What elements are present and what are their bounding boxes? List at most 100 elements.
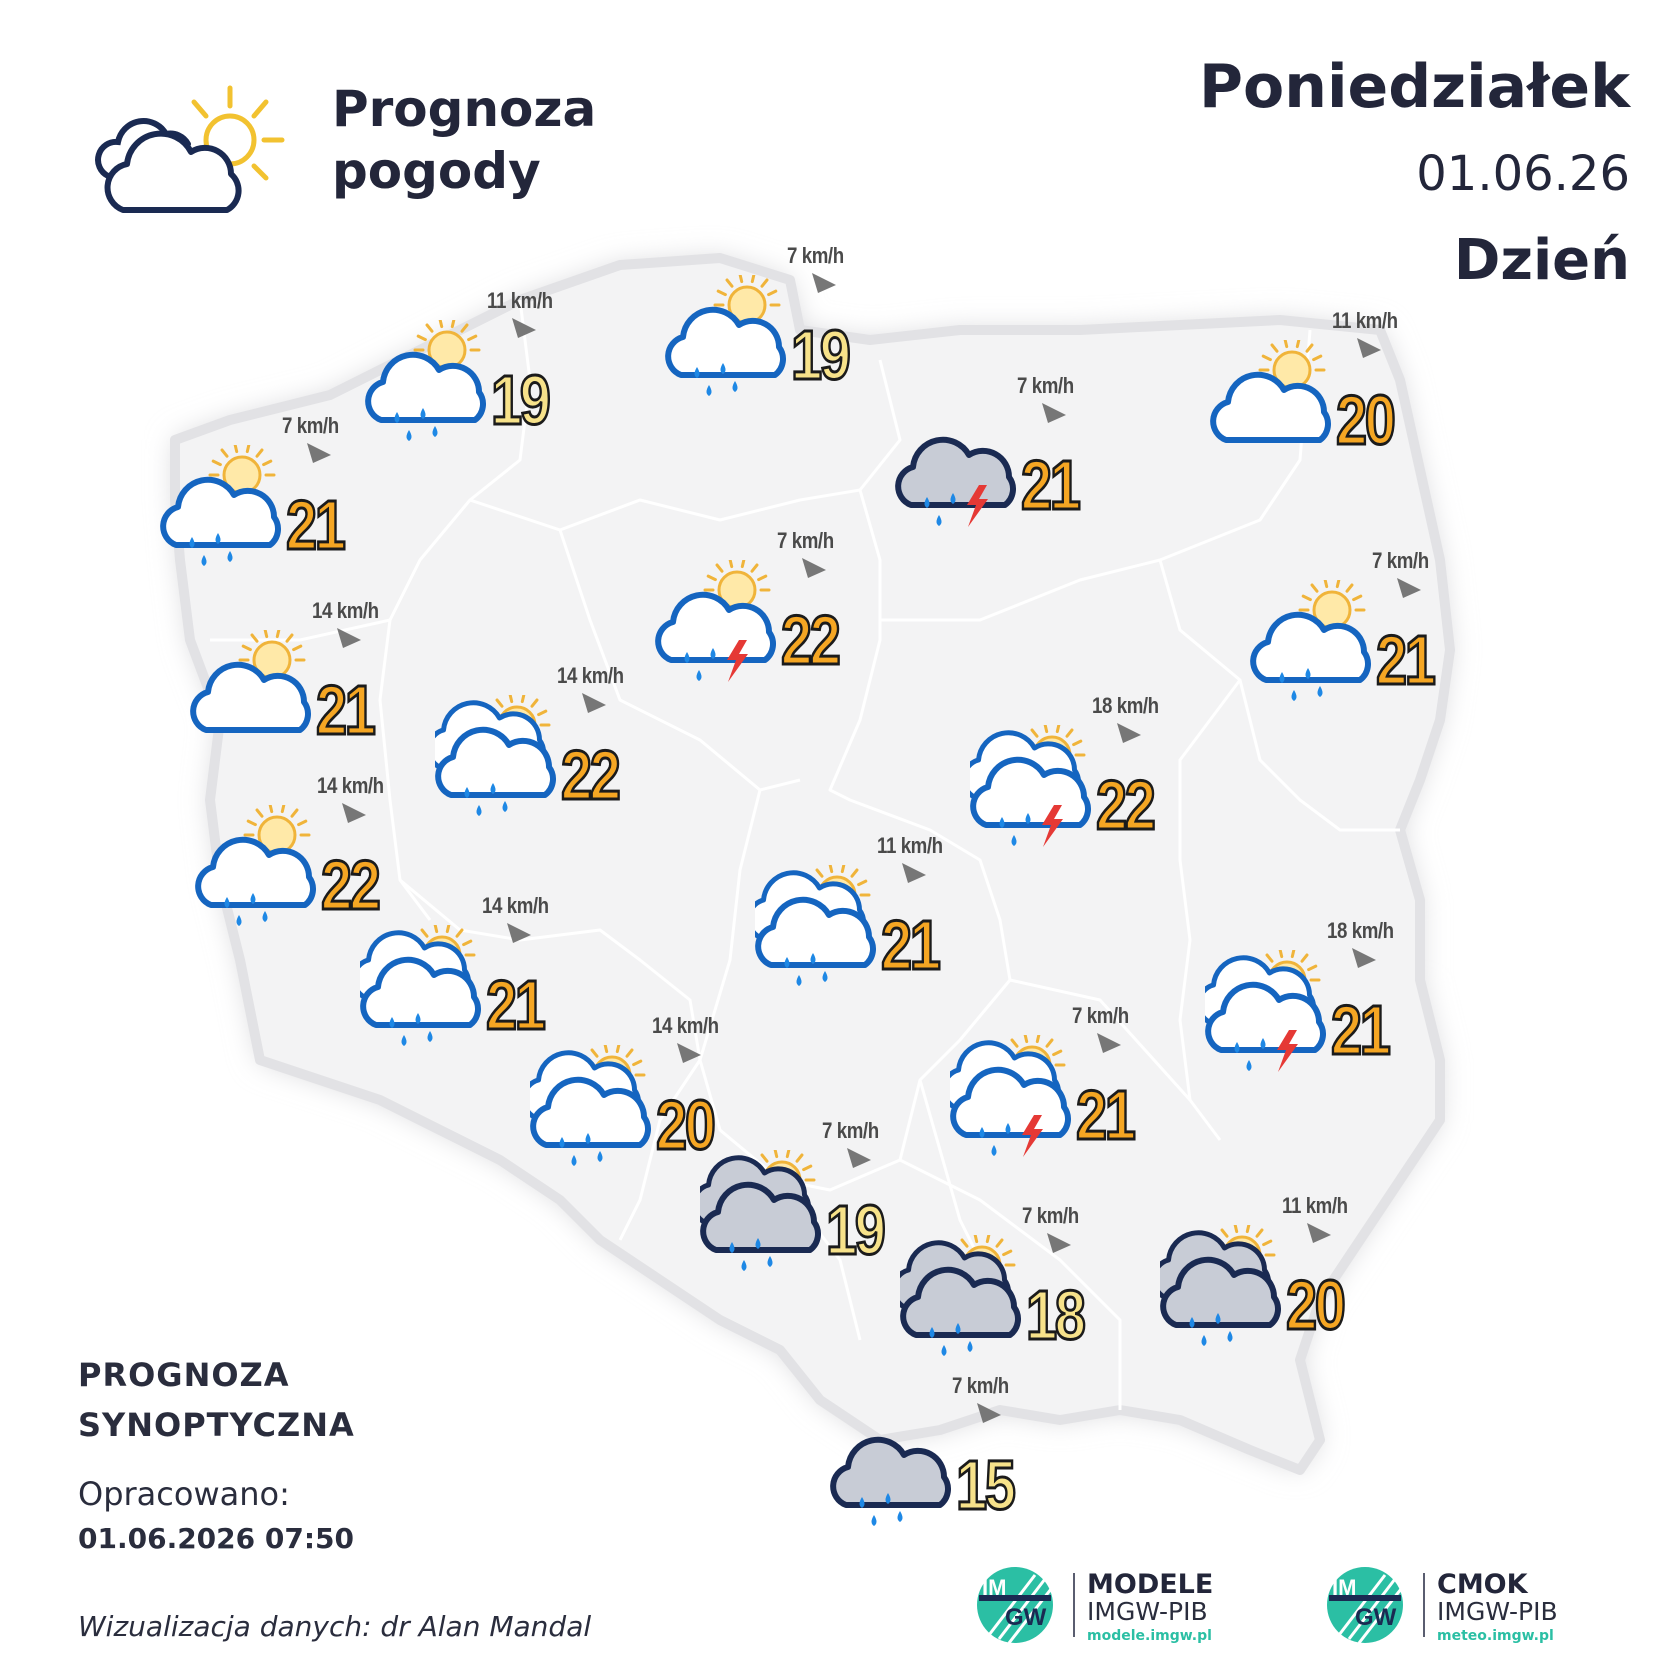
temperature-value: 15 (955, 1446, 1017, 1524)
wind-speed: 11 km/h (877, 833, 943, 858)
partly-cloudy-storm-icon (655, 557, 785, 694)
partly-cloudy-icon (190, 627, 320, 764)
forecast-station: 7 km/h 21 (895, 373, 1082, 527)
imgw-logo-icon: IM GW (977, 1567, 1053, 1644)
temperature-value: 21 (485, 966, 547, 1044)
imgw-mark-top: IM (982, 1575, 1006, 1600)
double-cloud-rain-icon (351, 922, 490, 1059)
temperature-value: 20 (1335, 381, 1397, 459)
temperature-value: 21 (1375, 621, 1437, 699)
temperature-value: 22 (1095, 766, 1157, 844)
wind-speed: 7 km/h (1017, 373, 1074, 398)
forecast-station: 7 km/h 19 (691, 1118, 887, 1271)
forecast-station: 14 km/h 22 (195, 773, 384, 926)
temperature-value: 21 (1075, 1076, 1137, 1154)
logo-separator (1073, 1573, 1075, 1637)
forecast-station: 14 km/h 20 (521, 1013, 719, 1166)
day-name: Poniedziałek (1199, 52, 1630, 122)
temperature-value: 22 (320, 846, 382, 924)
wind-direction-icon (582, 693, 606, 713)
partly-cloudy-rain-icon (665, 272, 795, 409)
temperature-value: 19 (490, 361, 552, 439)
logo-cmok[interactable]: IM GW CMOK IMGW-PIB meteo.imgw.pl (1325, 1565, 1585, 1645)
logo-url[interactable]: modele.imgw.pl (1087, 1628, 1212, 1644)
forecast-station: 18 km/h 21 (1196, 918, 1394, 1072)
day-part: Dzień (1453, 228, 1630, 293)
temperature-value: 21 (285, 486, 347, 564)
dark-cloud-rain-icon (830, 1405, 960, 1539)
wind-direction-icon (812, 273, 836, 293)
imgw-mark-bottom: GW (1005, 1604, 1047, 1631)
wind-direction-icon (677, 1043, 701, 1063)
double-cloud-storm-icon (941, 1032, 1080, 1169)
wind-speed: 14 km/h (317, 773, 384, 798)
forecast-station: 14 km/h 21 (351, 893, 549, 1046)
forecast-station: 7 km/h 15 (830, 1373, 1017, 1526)
wind-direction-icon (512, 318, 536, 338)
forecast-station: 7 km/h 18 (891, 1203, 1087, 1356)
forecast-station: 14 km/h 21 (190, 598, 379, 747)
wind-direction-icon (1352, 948, 1376, 968)
partly-cloudy-rain-icon (365, 317, 495, 454)
wind-direction-icon (342, 803, 366, 823)
dark-double-cloud-rain-icon (1151, 1222, 1290, 1359)
partly-cloudy-rain-icon (1250, 577, 1380, 714)
double-cloud-rain-icon (746, 862, 885, 999)
wind-speed: 14 km/h (652, 1013, 719, 1038)
logo-title: CMOK (1437, 1569, 1528, 1600)
title-line-1: Prognoza (332, 80, 597, 138)
partly-cloudy-rain-icon (160, 442, 290, 579)
wind-direction-icon (1397, 578, 1421, 598)
wind-speed: 14 km/h (482, 893, 549, 918)
forecast-station: 7 km/h 21 (941, 1003, 1137, 1157)
forecast-station: 7 km/h 22 (655, 528, 842, 682)
synoptic-line-2: SYNOPTYCZNA (78, 1406, 355, 1444)
double-cloud-rain-icon (426, 692, 565, 829)
logo-url[interactable]: meteo.imgw.pl (1437, 1628, 1554, 1644)
wind-speed: 7 km/h (787, 243, 844, 268)
wind-speed: 11 km/h (487, 288, 553, 313)
wind-direction-icon (337, 628, 361, 648)
forecast-station: 18 km/h 22 (961, 693, 1159, 847)
prepared-datetime: 01.06.2026 07:50 (78, 1522, 355, 1555)
wind-speed: 7 km/h (1372, 548, 1429, 573)
imgw-logo-icon: IM GW (1327, 1567, 1403, 1644)
wind-direction-icon (802, 558, 826, 578)
dark-cloud-storm-icon (895, 405, 1025, 539)
temperature-value: 21 (880, 906, 942, 984)
forecast-station: 14 km/h 22 (426, 663, 624, 816)
wind-direction-icon (1097, 1033, 1121, 1053)
logo-modele[interactable]: IM GW MODELE IMGW-PIB modele.imgw.pl (975, 1565, 1235, 1645)
wind-speed: 11 km/h (1282, 1193, 1348, 1218)
wind-speed: 7 km/h (282, 413, 339, 438)
forecast-station: 11 km/h 20 (1151, 1193, 1348, 1346)
partly-cloudy-rain-icon (195, 802, 325, 939)
wind-speed: 7 km/h (777, 528, 834, 553)
double-cloud-storm-icon (961, 722, 1100, 859)
wind-direction-icon (977, 1403, 1001, 1423)
logo-title: MODELE (1087, 1569, 1214, 1600)
logo-subtitle: IMGW-PIB (1437, 1597, 1558, 1626)
logo-subtitle: IMGW-PIB (1087, 1597, 1208, 1626)
forecast-date: 01.06.26 (1416, 146, 1630, 202)
temperature-value: 19 (790, 316, 852, 394)
wind-direction-icon (1357, 338, 1381, 358)
forecast-station: 7 km/h 21 (1250, 548, 1437, 701)
visualization-credit: Wizualizacja danych: dr Alan Mandal (78, 1610, 592, 1643)
wind-direction-icon (307, 443, 331, 463)
wind-speed: 7 km/h (1022, 1203, 1079, 1228)
imgw-mark-top: IM (1332, 1575, 1356, 1600)
partly-cloudy-icon (1210, 337, 1340, 474)
wind-speed: 18 km/h (1327, 918, 1394, 943)
dark-double-cloud-rain-icon (891, 1232, 1030, 1369)
temperature-value: 21 (1020, 446, 1082, 524)
title-line-2: pogody (332, 142, 541, 200)
wind-speed: 7 km/h (1072, 1003, 1129, 1028)
temperature-value: 22 (780, 601, 842, 679)
synoptic-label: PROGNOZA SYNOPTYCZNA (78, 1350, 355, 1450)
temperature-value: 20 (655, 1086, 717, 1164)
double-cloud-rain-icon (521, 1042, 660, 1179)
forecast-station: 11 km/h 19 (365, 288, 553, 441)
temperature-value: 21 (1330, 991, 1392, 1069)
